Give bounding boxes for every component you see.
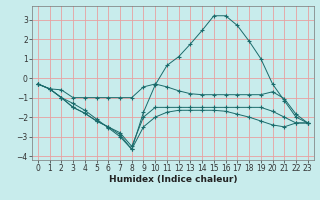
X-axis label: Humidex (Indice chaleur): Humidex (Indice chaleur) — [108, 175, 237, 184]
